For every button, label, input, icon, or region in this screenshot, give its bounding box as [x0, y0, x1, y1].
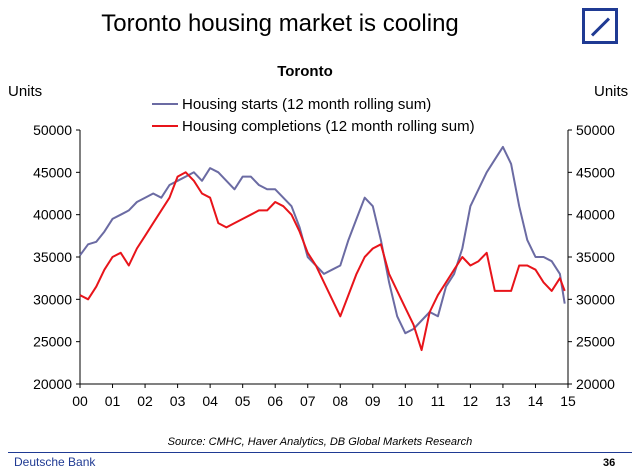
series-line-housing-completions [79, 171, 566, 352]
x-tick-label: 06 [267, 393, 283, 409]
legend-label: Housing completions (12 month rolling su… [182, 118, 475, 135]
y-tick-label-left: 20000 [33, 376, 72, 392]
footer-brand: Deutsche Bank [14, 455, 96, 469]
x-tick-label: 02 [137, 393, 153, 409]
source-note: Source: CMHC, Haver Analytics, DB Global… [167, 436, 473, 448]
legend-label: Housing starts (12 month rolling sum) [182, 96, 431, 113]
y-tick-label-right: 35000 [576, 249, 615, 265]
series-layer [79, 145, 566, 352]
x-tick-label: 07 [300, 393, 316, 409]
footer-rule [8, 452, 632, 453]
y-tick-label-left: 30000 [33, 291, 72, 307]
logo-slash [590, 17, 611, 37]
y-tick-label-right: 40000 [576, 207, 615, 223]
y-tick-label-right: 30000 [576, 291, 615, 307]
x-tick-label: 11 [431, 393, 446, 409]
y-tick-label-right: 45000 [576, 164, 615, 180]
x-tick-label: 13 [495, 393, 511, 409]
y-axis-label-left: Units [8, 83, 42, 100]
x-tick-label: 14 [528, 393, 544, 409]
y-tick-label-left: 40000 [33, 207, 72, 223]
axes: 20000 20000 25000 25000 30000 30000 35000 35000… [33, 122, 615, 409]
y-tick-label-left: 50000 [33, 122, 72, 138]
line-chart: Toronto Units Units Housing starts (12 m… [8, 63, 628, 409]
series-line-housing-starts [79, 145, 566, 335]
y-axis-label-right: Units [594, 83, 628, 100]
x-tick-label: 15 [560, 393, 576, 409]
page-number: 36 [603, 457, 616, 469]
y-tick-label-left: 35000 [33, 249, 72, 265]
legend: Housing starts (12 month rolling sum) Hou… [152, 96, 475, 135]
x-tick-label: 01 [105, 393, 121, 409]
chart-title: Toronto [277, 63, 333, 80]
x-tick-label: 00 [72, 393, 88, 409]
y-tick-label-left: 45000 [33, 164, 72, 180]
y-tick-label-right: 25000 [576, 334, 615, 350]
x-tick-label: 05 [235, 393, 251, 409]
x-tick-label: 10 [398, 393, 414, 409]
x-tick-label: 04 [202, 393, 218, 409]
slide-title: Toronto housing market is cooling [101, 10, 459, 37]
y-tick-label-left: 25000 [33, 334, 72, 350]
x-tick-label: 03 [170, 393, 186, 409]
x-tick-label: 09 [365, 393, 381, 409]
y-tick-label-right: 20000 [576, 376, 615, 392]
deutsche-bank-logo-icon [582, 8, 618, 44]
y-tick-label-right: 50000 [576, 122, 615, 138]
x-tick-label: 12 [463, 393, 479, 409]
x-tick-label: 08 [332, 393, 348, 409]
